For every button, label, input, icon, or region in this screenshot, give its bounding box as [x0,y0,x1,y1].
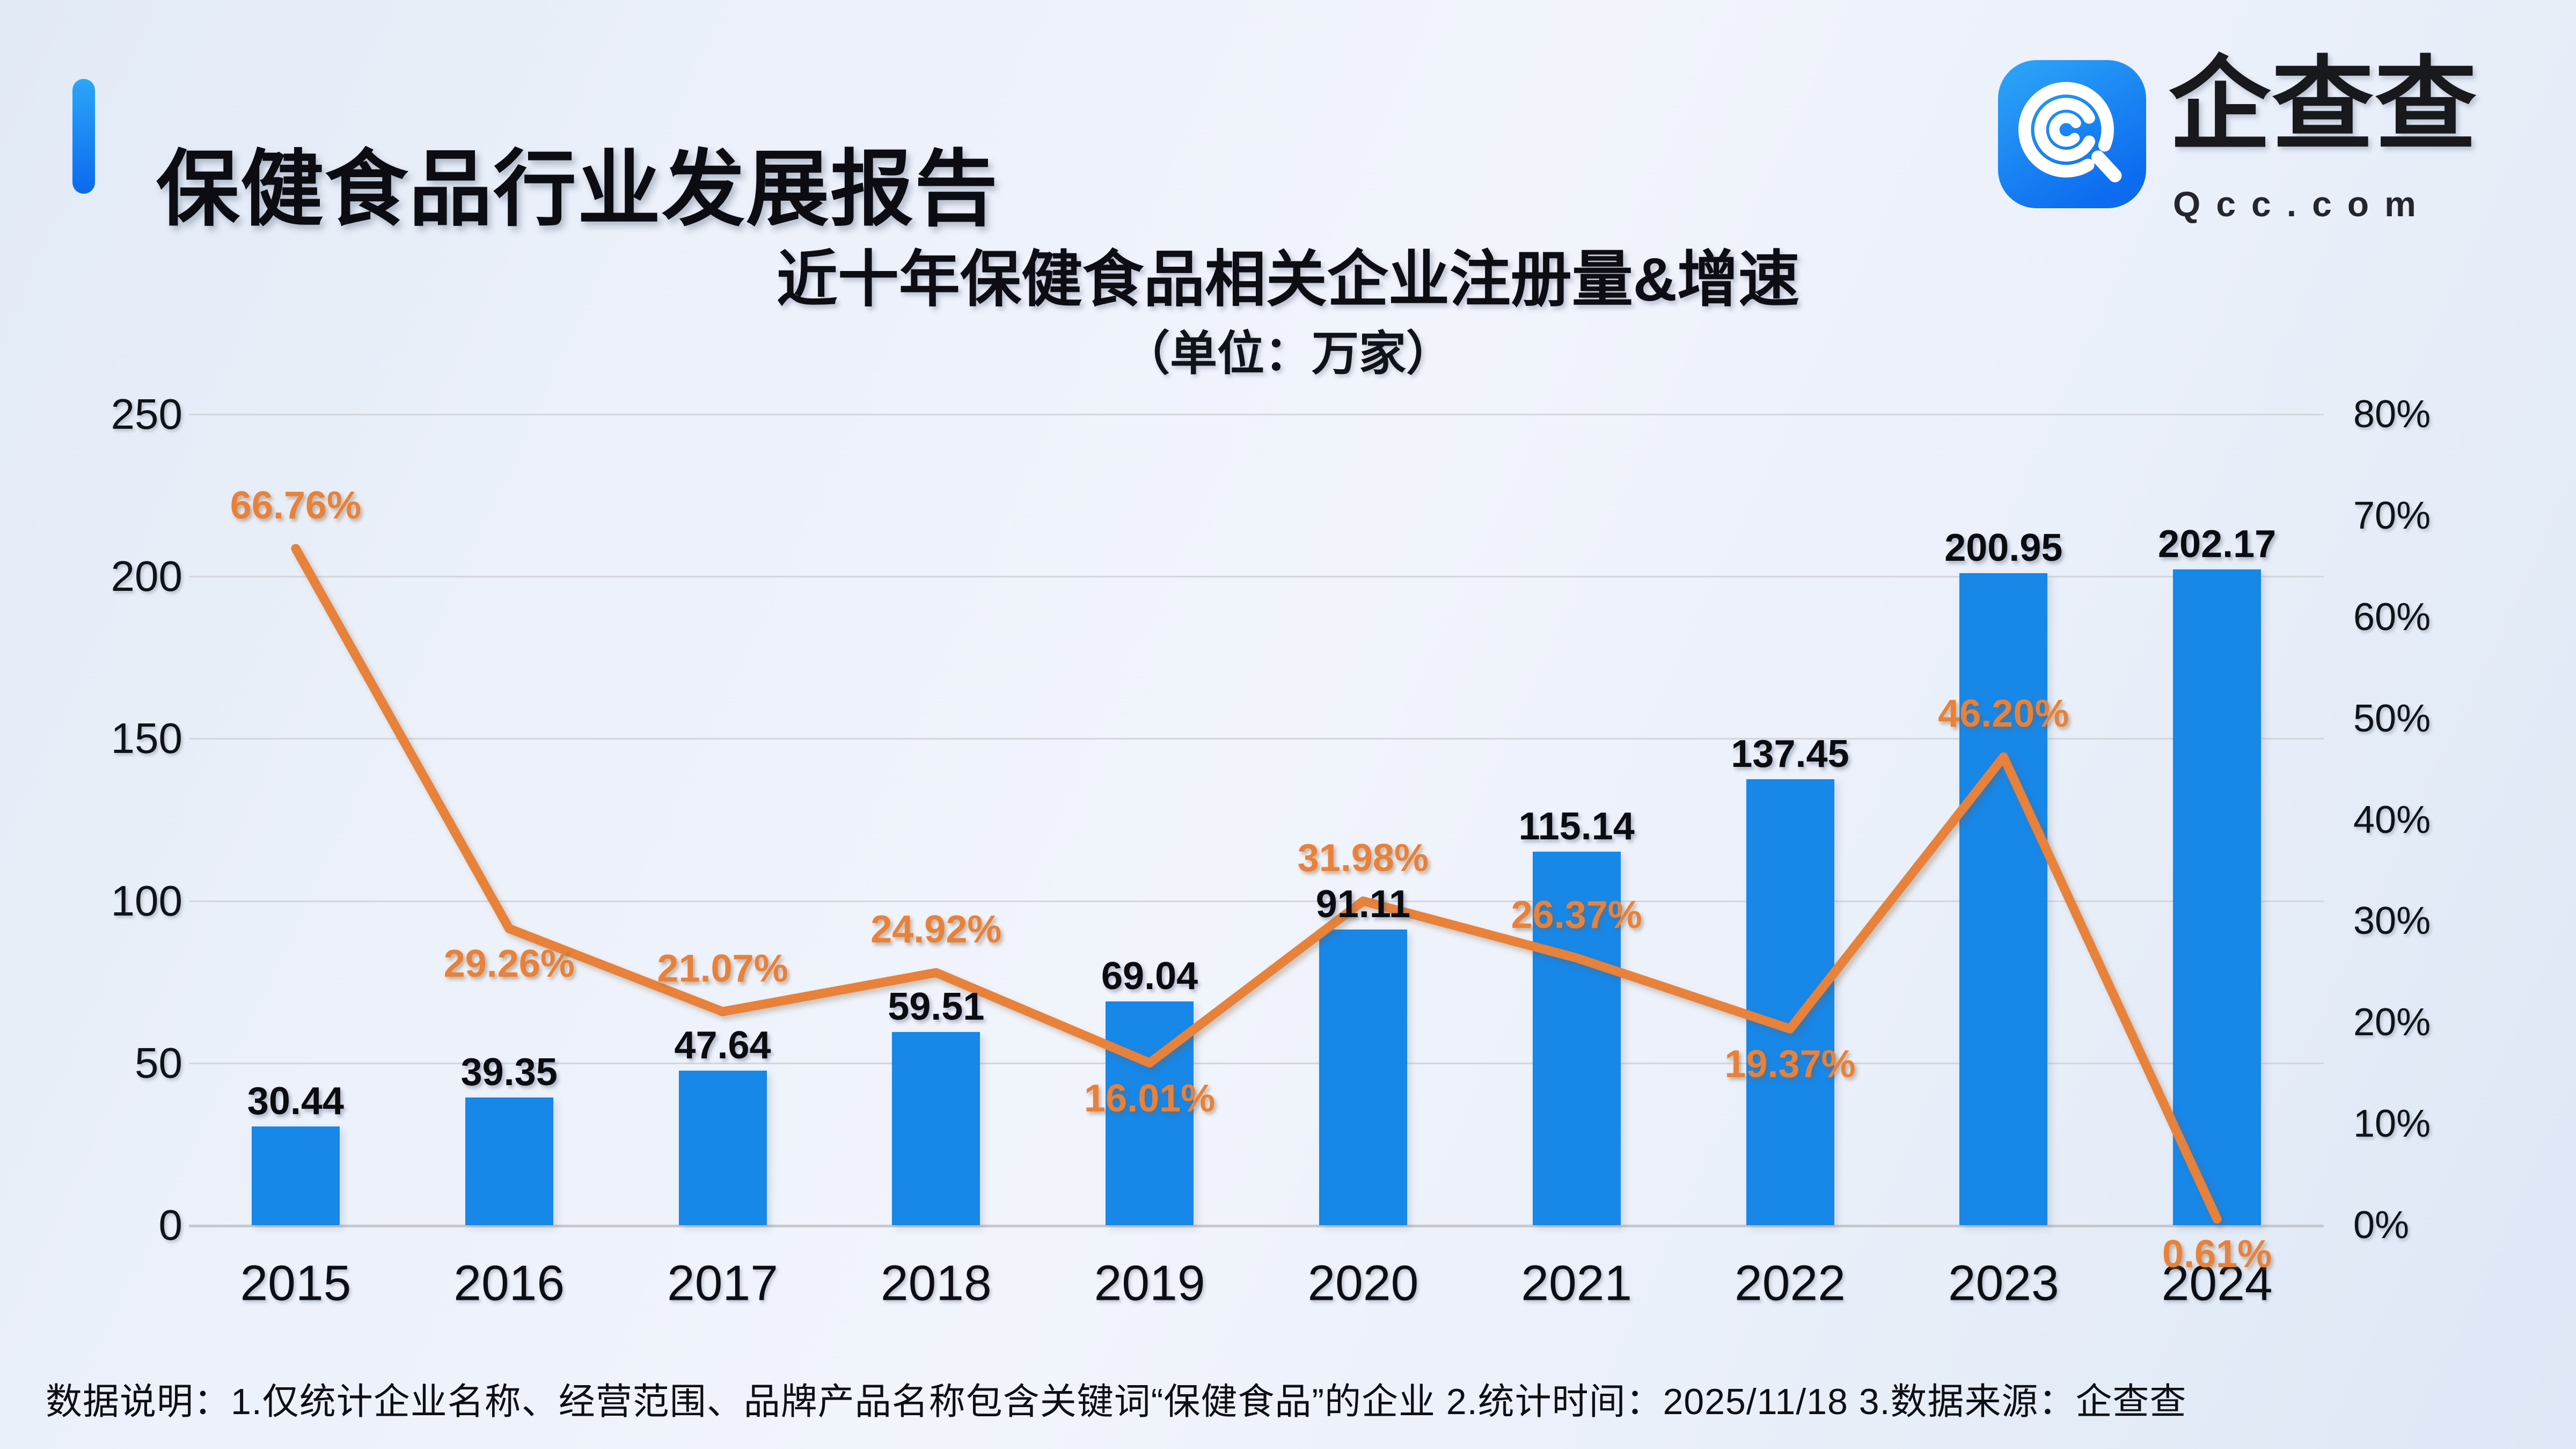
y-axis-right-tick-30: 30% [2353,899,2431,943]
bar-value-2019: 69.04 [1101,954,1198,998]
bar-value-2018: 59.51 [888,985,985,1029]
gridline-0 [189,1225,2324,1227]
y-axis-left-tick-200: 200 [111,552,182,601]
x-axis-tick-2016: 2016 [453,1255,565,1311]
bar-2018 [892,1032,980,1225]
growth-label-2021: 26.37% [1511,893,1642,936]
growth-label-2019: 16.01% [1084,1077,1216,1120]
bar-2023 [1959,573,2048,1225]
bar-2021 [1532,852,1621,1225]
y-axis-left-tick-100: 100 [111,876,182,925]
gridline-50 [189,1062,2324,1064]
y-axis-right-tick-0: 0% [2353,1204,2410,1247]
bar-2020 [1319,930,1407,1225]
y-axis-left-tick-150: 150 [111,714,182,763]
growth-line [291,544,2222,1224]
x-axis-tick-2021: 2021 [1521,1255,1633,1311]
bar-value-2017: 47.64 [674,1024,771,1067]
page-title: 保健食品行业发展报告 [156,142,999,236]
bar-2017 [678,1071,767,1225]
y-axis-left-tick-0: 0 [158,1201,183,1249]
x-axis-tick-2015: 2015 [240,1255,352,1311]
gridline-100 [189,900,2324,902]
growth-label-2016: 29.26% [443,942,575,986]
bar-value-2016: 39.35 [460,1051,558,1094]
y-axis-right-tick-70: 70% [2353,494,2431,537]
growth-label-2017: 21.07% [657,947,788,991]
logo-name: 企查查 [2169,48,2478,162]
footnote: 数据说明：1.仅统计企业名称、经营范围、品牌产品名称包含关键词“保健食品”的企业… [46,1381,2187,1422]
bar-2022 [1746,779,1834,1225]
x-axis-tick-2019: 2019 [1094,1255,1205,1311]
y-axis-right-tick-10: 10% [2353,1102,2431,1146]
bar-value-2024: 202.17 [2157,523,2277,566]
logo-domain: Qcc.com [2173,184,2432,224]
y-axis-right-tick-50: 50% [2353,697,2431,740]
x-axis-tick-2024: 2024 [2161,1255,2273,1311]
bar-2024 [2173,569,2262,1225]
bar-2015 [251,1126,340,1225]
bar-2016 [465,1097,553,1225]
gridline-150 [189,738,2324,740]
gridline-250 [189,414,2324,415]
y-axis-right-tick-60: 60% [2353,595,2431,639]
bar-value-2021: 115.14 [1518,805,1635,848]
y-axis-right-tick-80: 80% [2353,393,2431,436]
qcc-logo-icon [1998,60,2146,208]
x-axis-tick-2017: 2017 [667,1255,778,1311]
y-axis-right-tick-40: 40% [2353,798,2431,841]
growth-label-2024: 0.61% [2162,1233,2272,1276]
growth-label-2015: 66.76% [230,484,361,528]
x-axis-tick-2022: 2022 [1735,1255,1846,1311]
bar-value-2020: 91.11 [1315,883,1410,926]
chart-title: 近十年保健食品相关企业注册量&增速 [776,246,1800,314]
y-axis-right-tick-20: 20% [2353,1001,2431,1044]
x-axis-tick-2023: 2023 [1948,1255,2059,1311]
gridline-200 [189,576,2324,578]
y-axis-left-tick-250: 250 [111,390,182,438]
y-axis-left-tick-50: 50 [135,1038,182,1087]
bar-value-2015: 30.44 [247,1080,344,1123]
chart-subtitle: （单位：万家） [1122,327,1454,380]
title-accent-bar [72,79,95,194]
growth-label-2023: 46.20% [1938,692,2069,736]
bar-value-2023: 200.95 [1944,526,2063,570]
x-axis-tick-2020: 2020 [1307,1255,1419,1311]
bar-value-2022: 137.45 [1731,733,1849,776]
growth-label-2022: 19.37% [1724,1043,1856,1086]
growth-label-2018: 24.92% [870,908,1002,952]
growth-label-2020: 31.98% [1297,836,1429,880]
x-axis-tick-2018: 2018 [880,1255,992,1311]
